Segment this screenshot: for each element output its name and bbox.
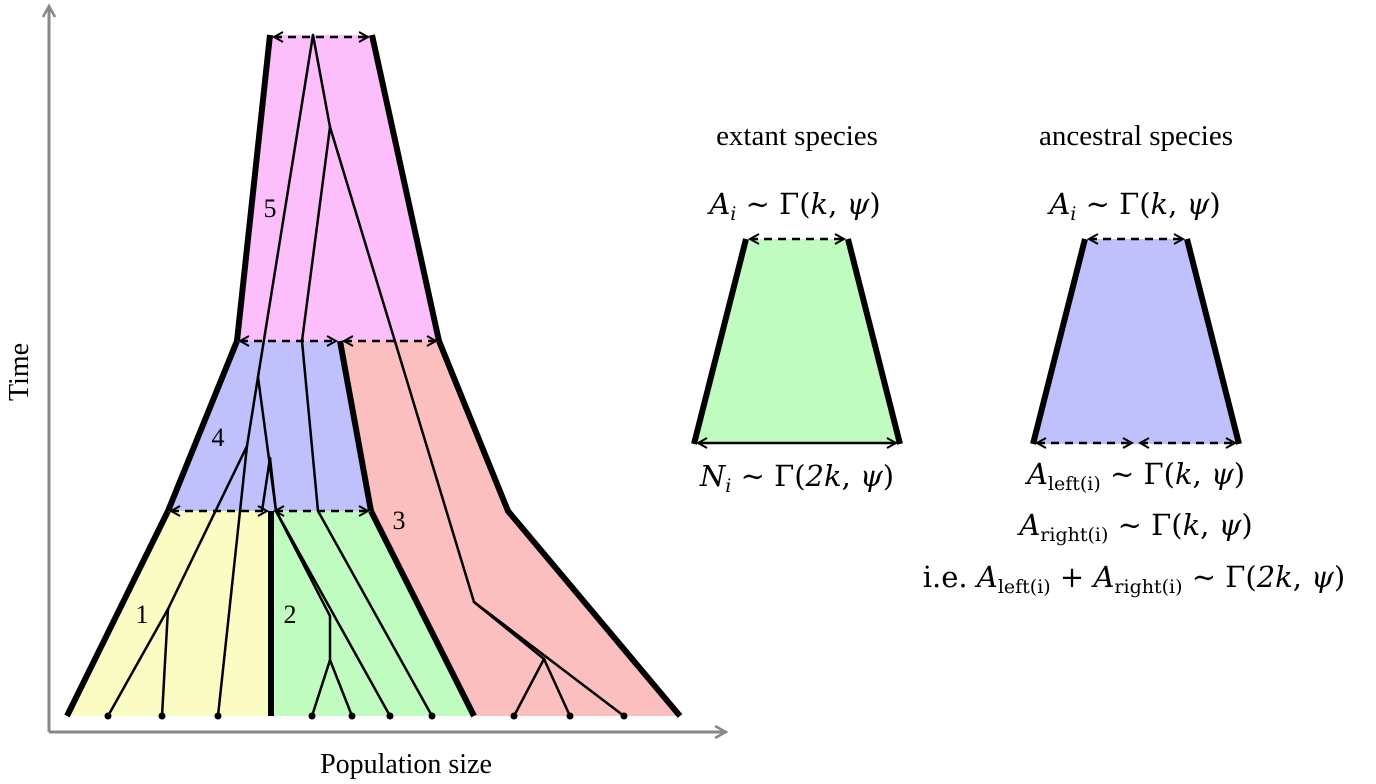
population-label-1: 1 xyxy=(136,600,149,629)
population-1-left-border xyxy=(64,509,171,718)
population-2-right-border xyxy=(368,509,477,718)
gene-lineage xyxy=(260,456,272,513)
y-axis-title: Time xyxy=(4,343,35,401)
leaf-dot xyxy=(158,712,166,720)
population-2-fill xyxy=(271,511,474,716)
axes: Population size Time xyxy=(4,3,729,780)
leaf-dots xyxy=(104,712,628,720)
population-3-right-border xyxy=(436,339,683,718)
leaf-dot xyxy=(510,712,518,720)
gene-lineage xyxy=(328,658,354,718)
population-5-left-border xyxy=(234,34,273,342)
width-arrows xyxy=(171,37,436,511)
leaf-dot xyxy=(620,712,628,720)
population-labels: 5 4 3 1 2 xyxy=(136,194,406,629)
leaf-dot xyxy=(348,712,356,720)
gene-lineage xyxy=(542,657,572,718)
population-3-fill xyxy=(340,341,680,716)
population-label-2: 2 xyxy=(284,600,297,629)
ancestral-right-border xyxy=(1184,238,1242,445)
population-5-right-border xyxy=(369,34,442,342)
population-fills xyxy=(67,35,680,716)
population-4-left-border xyxy=(165,339,240,513)
gene-lineage xyxy=(274,509,392,718)
population-3-left-border xyxy=(337,340,374,512)
leaf-dot xyxy=(308,712,316,720)
ancestral-left-formula: Aleft(i) ∼ Γ(k, ψ) xyxy=(1024,457,1245,495)
ancestral-left-border xyxy=(1030,238,1088,445)
population-label-4: 4 xyxy=(212,423,225,452)
extant-left-border xyxy=(691,238,749,445)
gene-lineage xyxy=(328,125,546,718)
gene-lineage xyxy=(160,607,170,718)
gene-lineage xyxy=(268,456,332,718)
population-4-fill xyxy=(168,341,371,511)
leaf-dot xyxy=(566,712,574,720)
population-label-5: 5 xyxy=(264,194,277,223)
gene-lineage xyxy=(216,444,249,718)
extant-heading: extant species xyxy=(716,120,878,152)
population-1-fill xyxy=(67,511,271,716)
population-label-3: 3 xyxy=(393,506,406,535)
ancestral-heading: ancestral species xyxy=(1039,120,1233,152)
leaf-dot xyxy=(428,712,436,720)
extant-trapezoid xyxy=(694,239,900,444)
leaf-dot xyxy=(386,712,394,720)
gene-lineage xyxy=(472,600,626,718)
x-axis-title: Population size xyxy=(320,749,492,780)
leaf-dot xyxy=(104,712,112,720)
population-borders xyxy=(64,34,683,718)
extant-bottom-formula: Ni ∼ Γ(2k, ψ) xyxy=(699,459,894,497)
legend-extant: extant species Ai ∼ Γ(k, ψ) Ni ∼ Γ(2k, ψ… xyxy=(691,120,903,497)
leaf-dot xyxy=(214,712,222,720)
extant-right-border xyxy=(845,238,903,445)
ancestral-top-formula: Ai ∼ Γ(k, ψ) xyxy=(1046,187,1220,225)
extant-top-formula: Ai ∼ Γ(k, ψ) xyxy=(706,187,880,225)
ancestral-trapezoid xyxy=(1033,239,1239,444)
ancestral-sum-formula: i.e. Aleft(i) + Aright(i) ∼ Γ(2k, ψ) xyxy=(923,560,1345,598)
legend-ancestral: ancestral species Ai ∼ Γ(k, ψ) Aleft(i) … xyxy=(923,120,1345,598)
ancestral-right-formula: Aright(i) ∼ Γ(k, ψ) xyxy=(1016,508,1252,546)
gene-tree xyxy=(106,33,626,718)
